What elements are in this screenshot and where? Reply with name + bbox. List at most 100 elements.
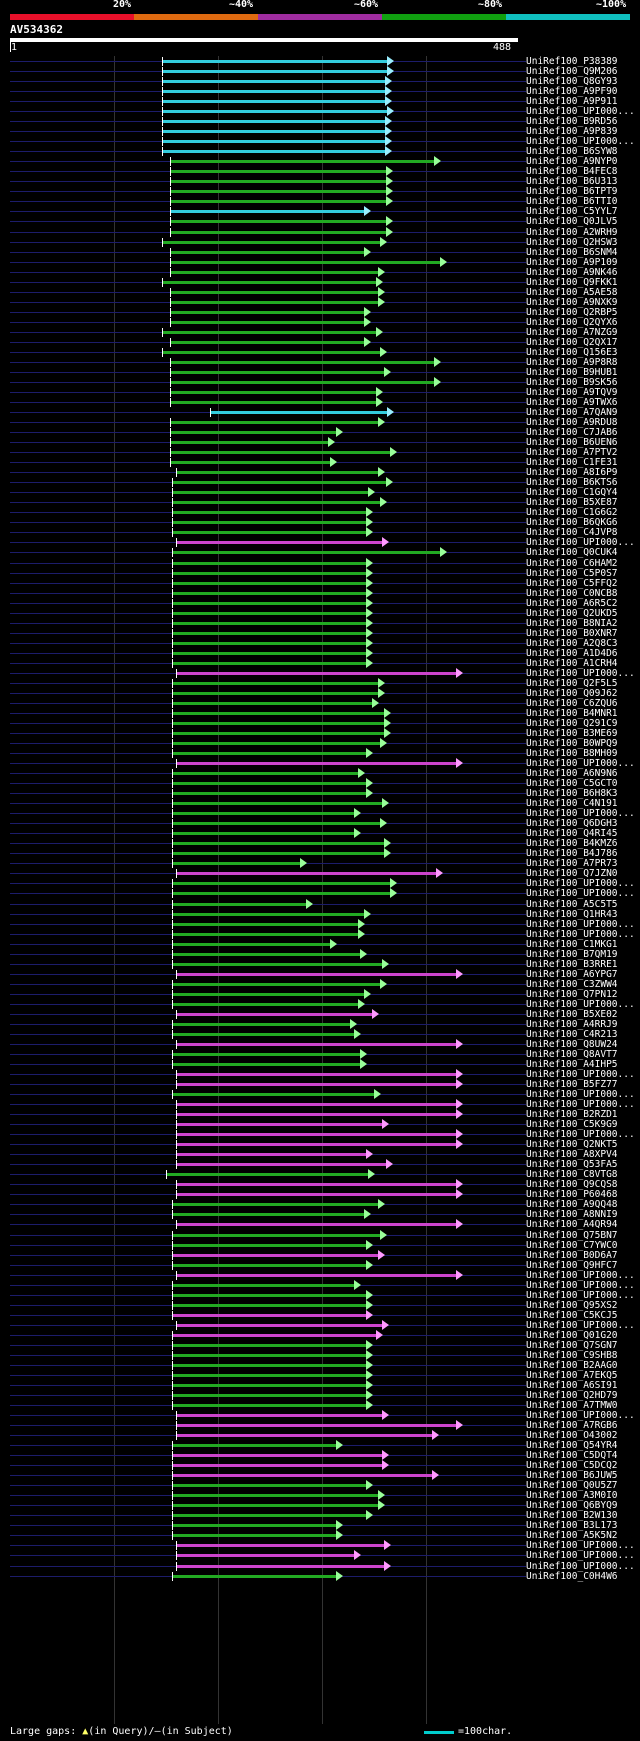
hit-label[interactable]: UniRef100_A7TMW0 — [526, 1400, 618, 1412]
hit-row[interactable]: UniRef100_B4FEC8 — [0, 166, 640, 177]
hit-alignment-bar[interactable] — [176, 1143, 456, 1147]
hit-row[interactable]: UniRef100_UPI000... — [0, 1410, 640, 1421]
hit-row[interactable]: UniRef100_C1GQY4 — [0, 487, 640, 498]
hit-alignment-bar[interactable] — [170, 260, 440, 264]
hit-row[interactable]: UniRef100_Q0CUK4 — [0, 547, 640, 558]
hit-label[interactable]: UniRef100_UPI000... — [526, 1099, 635, 1111]
hit-alignment-bar[interactable] — [170, 250, 364, 254]
hit-row[interactable]: UniRef100_A6N9N6 — [0, 768, 640, 779]
hit-label[interactable]: UniRef100_C3ZWW4 — [526, 978, 618, 990]
hit-alignment-bar[interactable] — [172, 491, 368, 495]
hit-alignment-bar[interactable] — [172, 1002, 358, 1006]
hit-row[interactable]: UniRef100_UPI000... — [0, 1560, 640, 1572]
hit-alignment-bar[interactable] — [170, 370, 384, 374]
hit-row[interactable]: UniRef100_B6JUW5 — [0, 1470, 640, 1481]
hit-label[interactable]: UniRef100_B4J786 — [526, 848, 618, 860]
hit-label[interactable]: UniRef100_UPI000... — [526, 998, 635, 1010]
hit-alignment-bar[interactable] — [172, 601, 366, 605]
hit-alignment-bar[interactable] — [172, 1363, 366, 1367]
hit-label[interactable]: UniRef100_A6YPG7 — [526, 968, 618, 980]
hit-label[interactable]: UniRef100_Q2NKT5 — [526, 1139, 618, 1151]
hit-alignment-bar[interactable] — [176, 1133, 456, 1137]
hit-row[interactable]: UniRef100_Q53FA5 — [0, 1159, 640, 1170]
hit-alignment-bar[interactable] — [172, 1032, 354, 1036]
hit-alignment-bar[interactable] — [176, 1083, 456, 1087]
hit-row[interactable]: UniRef100_C5K9G9 — [0, 1119, 640, 1130]
hit-alignment-bar[interactable] — [162, 280, 376, 284]
hit-alignment-bar[interactable] — [170, 380, 434, 384]
hit-alignment-bar[interactable] — [176, 1123, 382, 1127]
hit-alignment-bar[interactable] — [176, 471, 378, 475]
hit-label[interactable]: UniRef100_C5P0S7 — [526, 567, 618, 579]
hit-label[interactable]: UniRef100_UPI000... — [526, 1560, 635, 1572]
hit-row[interactable]: UniRef100_A4IHP5 — [0, 1059, 640, 1070]
hit-alignment-bar[interactable] — [162, 120, 385, 124]
hit-row[interactable]: UniRef100_C9SHB8 — [0, 1349, 640, 1361]
hit-row[interactable]: UniRef100_UPI000... — [0, 878, 640, 889]
hit-alignment-bar[interactable] — [170, 441, 328, 445]
hit-label[interactable]: UniRef100_B0D6A7 — [526, 1249, 618, 1261]
hit-row[interactable]: UniRef100_Q2UKD5 — [0, 607, 640, 619]
hit-alignment-bar[interactable] — [172, 802, 382, 806]
hit-alignment-bar[interactable] — [162, 90, 385, 94]
hit-row[interactable]: UniRef100_Q7JZN0 — [0, 868, 640, 879]
hit-row[interactable]: UniRef100_A7PTV2 — [0, 447, 640, 458]
hit-alignment-bar[interactable] — [172, 1313, 366, 1317]
hit-label[interactable]: UniRef100_Q53FA5 — [526, 1159, 618, 1171]
hit-alignment-bar[interactable] — [172, 651, 366, 655]
hit-row[interactable]: UniRef100_A1CRH4 — [0, 657, 640, 669]
hit-row[interactable]: UniRef100_UPI000... — [0, 1540, 640, 1551]
hit-label[interactable]: UniRef100_Q2UKD5 — [526, 607, 618, 619]
hit-label[interactable]: UniRef100_C6HAM2 — [526, 557, 618, 569]
hit-row[interactable]: UniRef100_C6HAM2 — [0, 557, 640, 569]
hit-label[interactable]: UniRef100_B6UEN6 — [526, 437, 618, 449]
hit-row[interactable]: UniRef100_B6UEN6 — [0, 437, 640, 448]
hit-alignment-bar[interactable] — [172, 631, 366, 635]
hit-label[interactable]: UniRef100_UPI000... — [526, 1089, 635, 1101]
hit-label[interactable]: UniRef100_C1GQY4 — [526, 487, 618, 499]
hit-row[interactable]: UniRef100_B0XNR7 — [0, 627, 640, 639]
hit-alignment-bar[interactable] — [162, 80, 385, 84]
hit-label[interactable]: UniRef100_A4IHP5 — [526, 1059, 618, 1070]
hit-alignment-bar[interactable] — [172, 531, 366, 535]
hit-alignment-bar[interactable] — [170, 461, 330, 465]
hit-alignment-bar[interactable] — [176, 1183, 456, 1187]
hit-row[interactable]: UniRef100_B3RRE1 — [0, 958, 640, 970]
hit-label[interactable]: UniRef100_A4RRJ9 — [526, 1018, 618, 1030]
hit-alignment-bar[interactable] — [172, 902, 306, 906]
hit-label[interactable]: UniRef100_A3M0I0 — [526, 1490, 618, 1502]
hit-alignment-bar[interactable] — [172, 641, 366, 645]
hit-alignment-bar[interactable] — [162, 70, 387, 74]
hit-row[interactable]: UniRef100_A9P839 — [0, 126, 640, 137]
hit-alignment-bar[interactable] — [172, 691, 378, 695]
hit-alignment-bar[interactable] — [170, 421, 378, 425]
hit-row[interactable]: UniRef100_A6R5C2 — [0, 597, 640, 609]
hit-label[interactable]: UniRef100_Q6BYQ9 — [526, 1500, 618, 1512]
hit-row[interactable]: UniRef100_B6SNM4 — [0, 246, 640, 258]
hit-row[interactable]: UniRef100_C4JVP8 — [0, 527, 640, 538]
hit-alignment-bar[interactable] — [166, 1173, 368, 1177]
hit-label[interactable]: UniRef100_A1D4D6 — [526, 647, 618, 659]
hit-label[interactable]: UniRef100_Q8GY93 — [526, 76, 618, 88]
hit-alignment-bar[interactable] — [176, 1223, 456, 1227]
hit-row[interactable]: UniRef100_A9QQ48 — [0, 1199, 640, 1210]
hit-label[interactable]: UniRef100_UPI000... — [526, 1540, 635, 1552]
hit-label[interactable]: UniRef100_Q8UW24 — [526, 1038, 618, 1050]
hit-row[interactable]: UniRef100_UPI000... — [0, 1099, 640, 1110]
hit-alignment-bar[interactable] — [172, 822, 380, 826]
hit-row[interactable]: UniRef100_Q8UW24 — [0, 1038, 640, 1050]
hit-alignment-bar[interactable] — [170, 200, 386, 204]
hit-row[interactable]: UniRef100_C5YYL7 — [0, 206, 640, 217]
hit-alignment-bar[interactable] — [170, 401, 376, 405]
hit-alignment-bar[interactable] — [172, 1243, 366, 1247]
hit-row[interactable]: UniRef100_B6QKG6 — [0, 517, 640, 528]
hit-row[interactable]: UniRef100_UPI000... — [0, 888, 640, 899]
hit-row[interactable]: UniRef100_A9P109 — [0, 256, 640, 268]
hit-row[interactable]: UniRef100_UPI000... — [0, 136, 640, 147]
hit-row[interactable]: UniRef100_C5DCQ2 — [0, 1460, 640, 1471]
hit-label[interactable]: UniRef100_Q8AVT7 — [526, 1048, 618, 1060]
hit-alignment-bar[interactable] — [172, 1333, 376, 1337]
hit-label[interactable]: UniRef100_UPI000... — [526, 667, 635, 679]
hit-alignment-bar[interactable] — [170, 190, 386, 194]
hit-row[interactable]: UniRef100_C8VTG8 — [0, 1169, 640, 1180]
